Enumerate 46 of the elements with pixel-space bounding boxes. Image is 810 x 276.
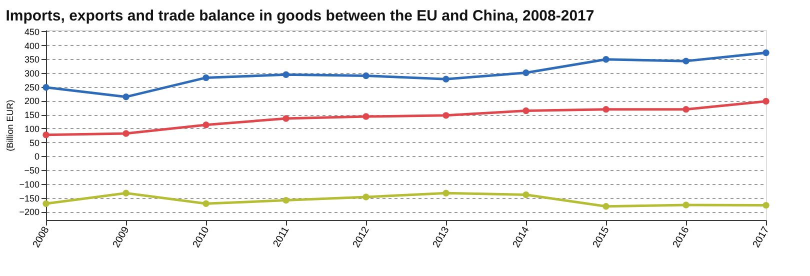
point (42, 132, 50, 138)
point (522, 107, 530, 114)
point (442, 76, 450, 82)
y-tick-label: −50 (24, 166, 40, 176)
point (762, 49, 770, 56)
y-tick-label: 50 (29, 138, 40, 148)
point (762, 98, 770, 105)
y-tick-label: 150 (24, 110, 40, 120)
point (282, 115, 290, 122)
y-tick-label: 200 (24, 96, 40, 106)
point (362, 194, 370, 200)
point (682, 202, 690, 208)
point (762, 202, 770, 209)
point (682, 58, 690, 64)
chart-title: Imports, exports and trade balance in goods between the EU and China, 2008-2017 (6, 7, 594, 24)
point (602, 56, 610, 63)
point (602, 203, 610, 210)
point (522, 191, 530, 198)
y-tick-label: 250 (24, 82, 40, 92)
point (602, 106, 610, 113)
point (202, 122, 210, 128)
point (442, 112, 450, 119)
y-tick-label: 300 (24, 68, 40, 78)
point (282, 196, 290, 204)
point (362, 72, 370, 80)
point (682, 106, 690, 113)
y-tick-label: 450 (24, 26, 40, 37)
point (122, 94, 130, 100)
point (282, 71, 290, 78)
y-axis-title: (Billion EUR) (5, 100, 16, 152)
y-tick-label: 0 (34, 152, 40, 162)
point (202, 200, 210, 207)
y-tick-label: 350 (24, 54, 40, 65)
point (362, 113, 370, 120)
point (442, 190, 450, 196)
y-tick-label: 100 (24, 124, 40, 134)
point (522, 69, 530, 76)
point (202, 74, 210, 82)
y-tick-label: −200 (19, 207, 40, 218)
y-tick-label: 400 (24, 40, 40, 51)
point (42, 84, 50, 91)
y-tick-label: −150 (19, 193, 40, 204)
y-tick-label: −100 (19, 179, 40, 190)
point (122, 190, 130, 196)
point (122, 130, 130, 137)
point (42, 200, 50, 207)
